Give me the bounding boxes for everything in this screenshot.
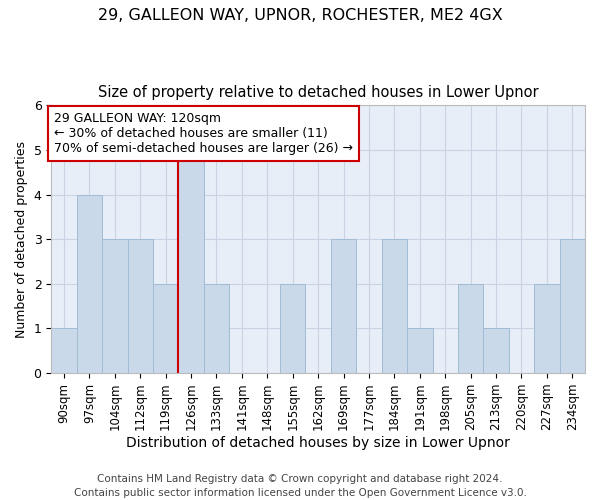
Bar [407,328,433,373]
Bar [204,284,229,373]
Bar [382,239,407,373]
Bar [153,284,178,373]
Bar [128,239,153,373]
Text: 29, GALLEON WAY, UPNOR, ROCHESTER, ME2 4GX: 29, GALLEON WAY, UPNOR, ROCHESTER, ME2 4… [98,8,502,22]
Title: Size of property relative to detached houses in Lower Upnor: Size of property relative to detached ho… [98,85,538,100]
Bar [280,284,305,373]
Bar [458,284,484,373]
Bar [51,328,77,373]
Bar [331,239,356,373]
Bar [484,328,509,373]
Y-axis label: Number of detached properties: Number of detached properties [15,140,28,338]
Bar [102,239,128,373]
Text: 29 GALLEON WAY: 120sqm
← 30% of detached houses are smaller (11)
70% of semi-det: 29 GALLEON WAY: 120sqm ← 30% of detached… [54,112,353,155]
X-axis label: Distribution of detached houses by size in Lower Upnor: Distribution of detached houses by size … [126,436,510,450]
Text: Contains HM Land Registry data © Crown copyright and database right 2024.
Contai: Contains HM Land Registry data © Crown c… [74,474,526,498]
Bar [560,239,585,373]
Bar [77,194,102,373]
Bar [178,150,204,373]
Bar [534,284,560,373]
